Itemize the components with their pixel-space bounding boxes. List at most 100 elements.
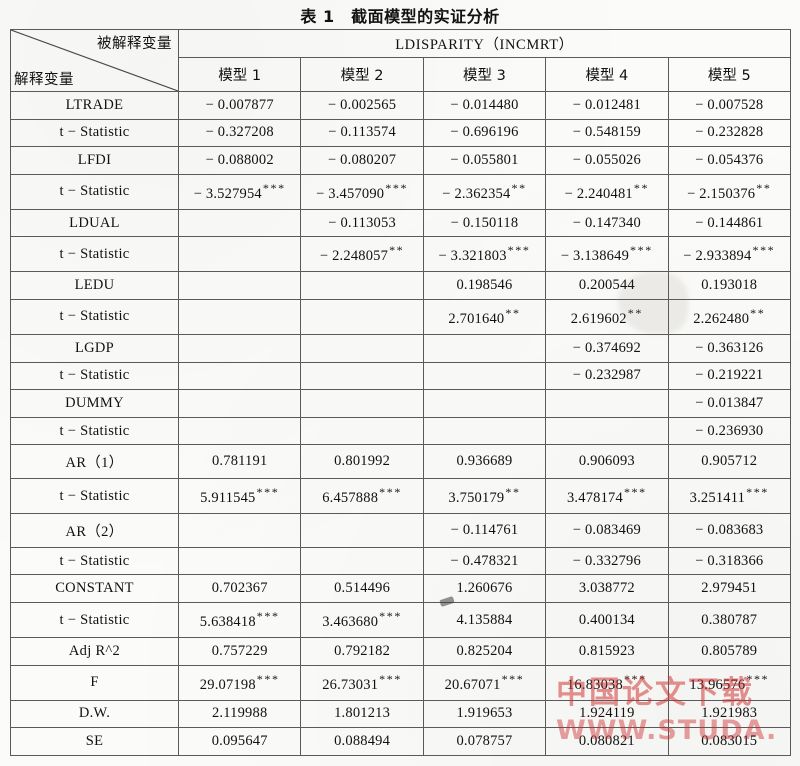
table-cell: 29.07198*** (177, 664, 302, 701)
cell-value: − 0.374692 (572, 339, 641, 356)
cell-value: − 0.144861 (695, 214, 764, 231)
table-cell: − 0.012481 (545, 91, 669, 120)
table-cell: − 0.113053 (300, 208, 424, 238)
table-cell: − 0.478321 (422, 546, 547, 576)
table-cell: 0.801992 (300, 444, 424, 480)
table-cell: 2.262480** (667, 298, 792, 335)
table-cell: 1.921983 (667, 699, 792, 729)
cell-value: 2.262480 (693, 310, 750, 327)
row-label: LFDI (10, 146, 179, 175)
cell-value: 0.905712 (701, 453, 758, 470)
table-row: LFDI − 0.088002 − 0.080207 − 0.055801 − 0.05… (10, 146, 792, 175)
table-cell: − 0.236930 (667, 416, 792, 446)
table-container: 被解释变量 解释变量 LDISPARITY（INCMRT） 模型 1 模型 2 … (10, 29, 792, 756)
cell-value: 0.200544 (578, 277, 635, 294)
table-cell: − 0.144861 (667, 208, 792, 238)
table-cell: 2.979451 (667, 574, 792, 603)
table-cell: − 0.054376 (667, 146, 792, 175)
table-cell: 0.815923 (545, 637, 669, 666)
significance-stars: ** (633, 180, 650, 195)
table-cell: − 0.013847 (667, 389, 792, 418)
row-label: t − Statistic (10, 546, 179, 576)
significance-stars: *** (256, 485, 280, 500)
table-cell: − 0.232987 (545, 361, 669, 391)
table-cell: − 0.219221 (667, 361, 792, 391)
row-label: LDUAL (10, 208, 179, 238)
cell-value: 0.193018 (701, 277, 758, 294)
table-row: SE 0.095647 0.088494 0.078757 0.080821 0.0830… (10, 727, 792, 756)
cell-value: 0.781191 (211, 453, 268, 470)
table-cell (300, 416, 424, 446)
cell-value: 0.815923 (578, 642, 635, 659)
significance-stars: *** (256, 671, 280, 686)
table-cell (177, 416, 302, 446)
table-cell (300, 333, 424, 363)
table-cell: 0.757229 (177, 637, 302, 666)
table-cell: 0.514496 (300, 574, 424, 603)
significance-stars: *** (379, 485, 402, 500)
significance-stars: ** (505, 485, 521, 500)
table-cell: 3.251411*** (667, 478, 792, 515)
table-cell: − 0.696196 (422, 118, 547, 148)
significance-stars: ** (627, 306, 643, 321)
cell-value: − 0.696196 (450, 124, 519, 141)
cell-value: − 0.113053 (328, 214, 396, 231)
cell-value: − 2.150376 (687, 185, 756, 202)
table-cell: − 2.362354** (422, 173, 547, 210)
cell-value: 29.07198 (199, 676, 256, 693)
table-cell: 5.911545*** (177, 478, 302, 515)
cell-value: 1.260676 (456, 580, 513, 597)
table-row: F 29.07198*** 26.73031*** 20.67071*** 16.830… (10, 664, 792, 701)
model-header-row: 模型 1 模型 2 模型 3 模型 4 模型 5 (11, 57, 792, 92)
significance-stars: *** (746, 485, 769, 500)
cell-value: 0.702367 (211, 580, 268, 597)
table-cell: 0.380787 (667, 602, 792, 638)
cell-value: − 2.240481 (564, 185, 633, 202)
table-cell (300, 389, 424, 418)
dependent-variable-group-header: LDISPARITY（INCMRT） (178, 29, 791, 58)
cell-value: − 0.055026 (572, 151, 641, 168)
table-cell: − 0.083683 (667, 513, 792, 548)
table-cell (300, 271, 424, 300)
cell-value: 2.619602 (570, 310, 627, 327)
table-cell: 2.119988 (177, 699, 302, 729)
row-label: D.W. (10, 699, 179, 729)
cell-value: 0.906093 (578, 453, 635, 470)
cell-value: 0.400134 (578, 611, 635, 628)
row-label: Adj R^2 (10, 637, 179, 666)
table-row: t − Statistic − 3.527954*** − 3.457090*** −… (10, 173, 792, 210)
table-cell: 4.135884 (422, 602, 547, 638)
table-cell: 3.750179** (422, 478, 547, 515)
table-cell: 0.083015 (667, 727, 792, 756)
table-cell: 3.463680*** (300, 602, 424, 638)
table-cell: 3.478174*** (545, 478, 669, 515)
table-cell (300, 546, 424, 576)
table-cell: − 0.318366 (667, 546, 792, 576)
table-cell (300, 361, 424, 391)
cell-value: − 0.232828 (695, 124, 764, 141)
table-cell: − 0.083469 (545, 513, 669, 548)
row-label: t − Statistic (10, 416, 179, 446)
cell-value: − 0.013847 (695, 394, 764, 411)
cell-value: 0.095647 (211, 733, 268, 750)
cell-value: 16.83038 (566, 676, 623, 693)
cell-value: − 0.363126 (695, 339, 764, 356)
cell-value: 0.083015 (701, 733, 758, 750)
row-label: F (10, 664, 179, 701)
row-label: AR（1） (10, 444, 179, 480)
cell-value: 0.792182 (334, 642, 391, 659)
cell-value: − 0.002565 (327, 96, 397, 113)
table-cell: − 0.374692 (545, 333, 669, 363)
cell-value: − 0.055801 (450, 151, 519, 168)
table-cell: − 2.150376** (667, 173, 792, 210)
table-cell: − 3.138649*** (545, 236, 669, 273)
column-header-model-5: 模型 5 (667, 57, 792, 92)
table-cell: 13.96576*** (667, 664, 792, 701)
table-cell: 0.825204 (422, 637, 547, 666)
cell-value: 0.936689 (456, 453, 513, 470)
cell-value: − 0.012481 (572, 96, 641, 113)
table-row: LGDP − 0.374692 − 0.363126 (10, 333, 792, 363)
significance-stars: ** (505, 306, 521, 321)
table-cell: 20.67071*** (422, 664, 547, 701)
cell-value: 0.801992 (334, 453, 391, 470)
